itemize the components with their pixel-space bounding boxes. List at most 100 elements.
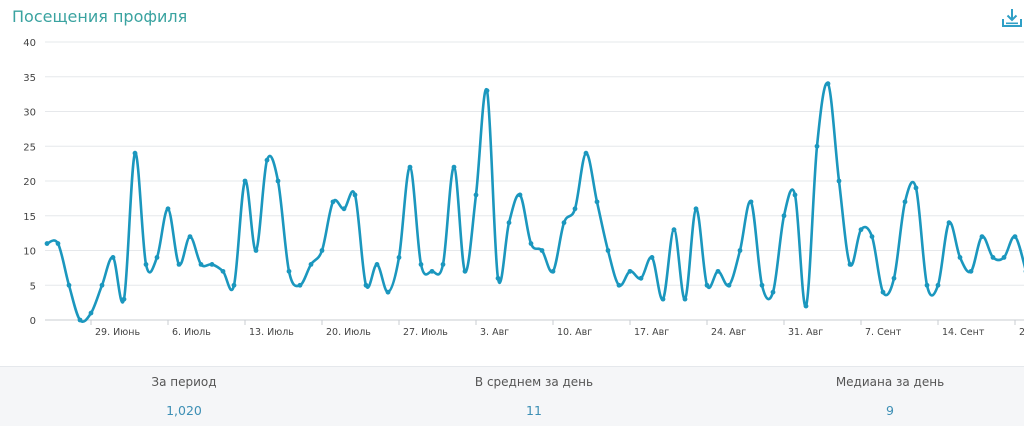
data-point[interactable] (738, 248, 743, 253)
data-point[interactable] (727, 283, 732, 288)
data-point[interactable] (826, 81, 831, 86)
data-point[interactable] (408, 165, 413, 170)
chart-title: Посещения профиля (12, 7, 187, 26)
data-point[interactable] (56, 241, 61, 246)
stat-average-label: В среднем за день (364, 375, 704, 389)
y-tick-label: 25 (23, 142, 36, 153)
data-point[interactable] (661, 297, 666, 302)
data-point[interactable] (507, 220, 512, 225)
data-point[interactable] (573, 206, 578, 211)
data-point[interactable] (848, 262, 853, 267)
data-point[interactable] (1013, 234, 1018, 239)
data-point[interactable] (309, 262, 314, 267)
download-button[interactable] (1000, 6, 1024, 30)
data-point[interactable] (342, 206, 347, 211)
x-tick-label: 27. Июль (403, 327, 448, 338)
data-point[interactable] (870, 234, 875, 239)
data-point[interactable] (705, 283, 710, 288)
data-point[interactable] (716, 269, 721, 274)
data-point[interactable] (45, 241, 50, 246)
stat-average: В среднем за день 11 (364, 367, 704, 418)
data-point[interactable] (606, 248, 611, 253)
data-point[interactable] (430, 269, 435, 274)
y-tick-label: 35 (23, 73, 36, 84)
data-point[interactable] (364, 283, 369, 288)
data-point[interactable] (562, 220, 567, 225)
data-point[interactable] (287, 269, 292, 274)
data-point[interactable] (463, 269, 468, 274)
data-point[interactable] (298, 283, 303, 288)
series-line (47, 83, 1024, 322)
data-point[interactable] (540, 248, 545, 253)
data-point[interactable] (100, 283, 105, 288)
data-point[interactable] (936, 283, 941, 288)
data-point[interactable] (518, 193, 523, 198)
data-point[interactable] (353, 193, 358, 198)
data-point[interactable] (749, 199, 754, 204)
data-point[interactable] (320, 248, 325, 253)
data-point[interactable] (386, 290, 391, 295)
data-point[interactable] (155, 255, 160, 260)
data-point[interactable] (276, 179, 281, 184)
data-point[interactable] (991, 255, 996, 260)
data-point[interactable] (617, 283, 622, 288)
data-point[interactable] (210, 262, 215, 267)
data-point[interactable] (265, 158, 270, 163)
data-point[interactable] (397, 255, 402, 260)
data-point[interactable] (683, 297, 688, 302)
data-point[interactable] (584, 151, 589, 156)
data-point[interactable] (628, 269, 633, 274)
data-point[interactable] (177, 262, 182, 267)
data-point[interactable] (782, 213, 787, 218)
data-point[interactable] (529, 241, 534, 246)
data-point[interactable] (969, 269, 974, 274)
data-point[interactable] (551, 269, 556, 274)
data-point[interactable] (67, 283, 72, 288)
data-point[interactable] (496, 276, 501, 281)
data-point[interactable] (144, 262, 149, 267)
data-point[interactable] (111, 255, 116, 260)
data-point[interactable] (639, 276, 644, 281)
x-tick-label: 17. Авг (634, 327, 669, 338)
data-point[interactable] (925, 283, 930, 288)
data-point[interactable] (243, 179, 248, 184)
data-point[interactable] (232, 283, 237, 288)
data-point[interactable] (760, 283, 765, 288)
data-point[interactable] (221, 269, 226, 274)
data-point[interactable] (166, 206, 171, 211)
data-point[interactable] (837, 179, 842, 184)
data-point[interactable] (1002, 255, 1007, 260)
data-point[interactable] (804, 304, 809, 309)
data-point[interactable] (441, 262, 446, 267)
data-point[interactable] (78, 318, 83, 323)
data-point[interactable] (331, 199, 336, 204)
data-point[interactable] (892, 276, 897, 281)
data-point[interactable] (375, 262, 380, 267)
x-tick-label: 7. Сент (865, 327, 902, 338)
data-point[interactable] (672, 227, 677, 232)
data-point[interactable] (485, 88, 490, 93)
data-point[interactable] (474, 193, 479, 198)
data-point[interactable] (881, 290, 886, 295)
data-point[interactable] (595, 199, 600, 204)
data-point[interactable] (859, 227, 864, 232)
data-point[interactable] (188, 234, 193, 239)
data-point[interactable] (650, 255, 655, 260)
data-point[interactable] (122, 297, 127, 302)
data-point[interactable] (793, 193, 798, 198)
data-point[interactable] (771, 290, 776, 295)
data-point[interactable] (89, 311, 94, 316)
data-point[interactable] (914, 186, 919, 191)
data-point[interactable] (452, 165, 457, 170)
data-point[interactable] (254, 248, 259, 253)
data-point[interactable] (958, 255, 963, 260)
data-point[interactable] (947, 220, 952, 225)
data-point[interactable] (419, 262, 424, 267)
x-tick-label: 3. Авг (480, 327, 509, 338)
data-point[interactable] (815, 144, 820, 149)
data-point[interactable] (199, 262, 204, 267)
data-point[interactable] (694, 206, 699, 211)
data-point[interactable] (903, 199, 908, 204)
data-point[interactable] (133, 151, 138, 156)
data-point[interactable] (980, 234, 985, 239)
